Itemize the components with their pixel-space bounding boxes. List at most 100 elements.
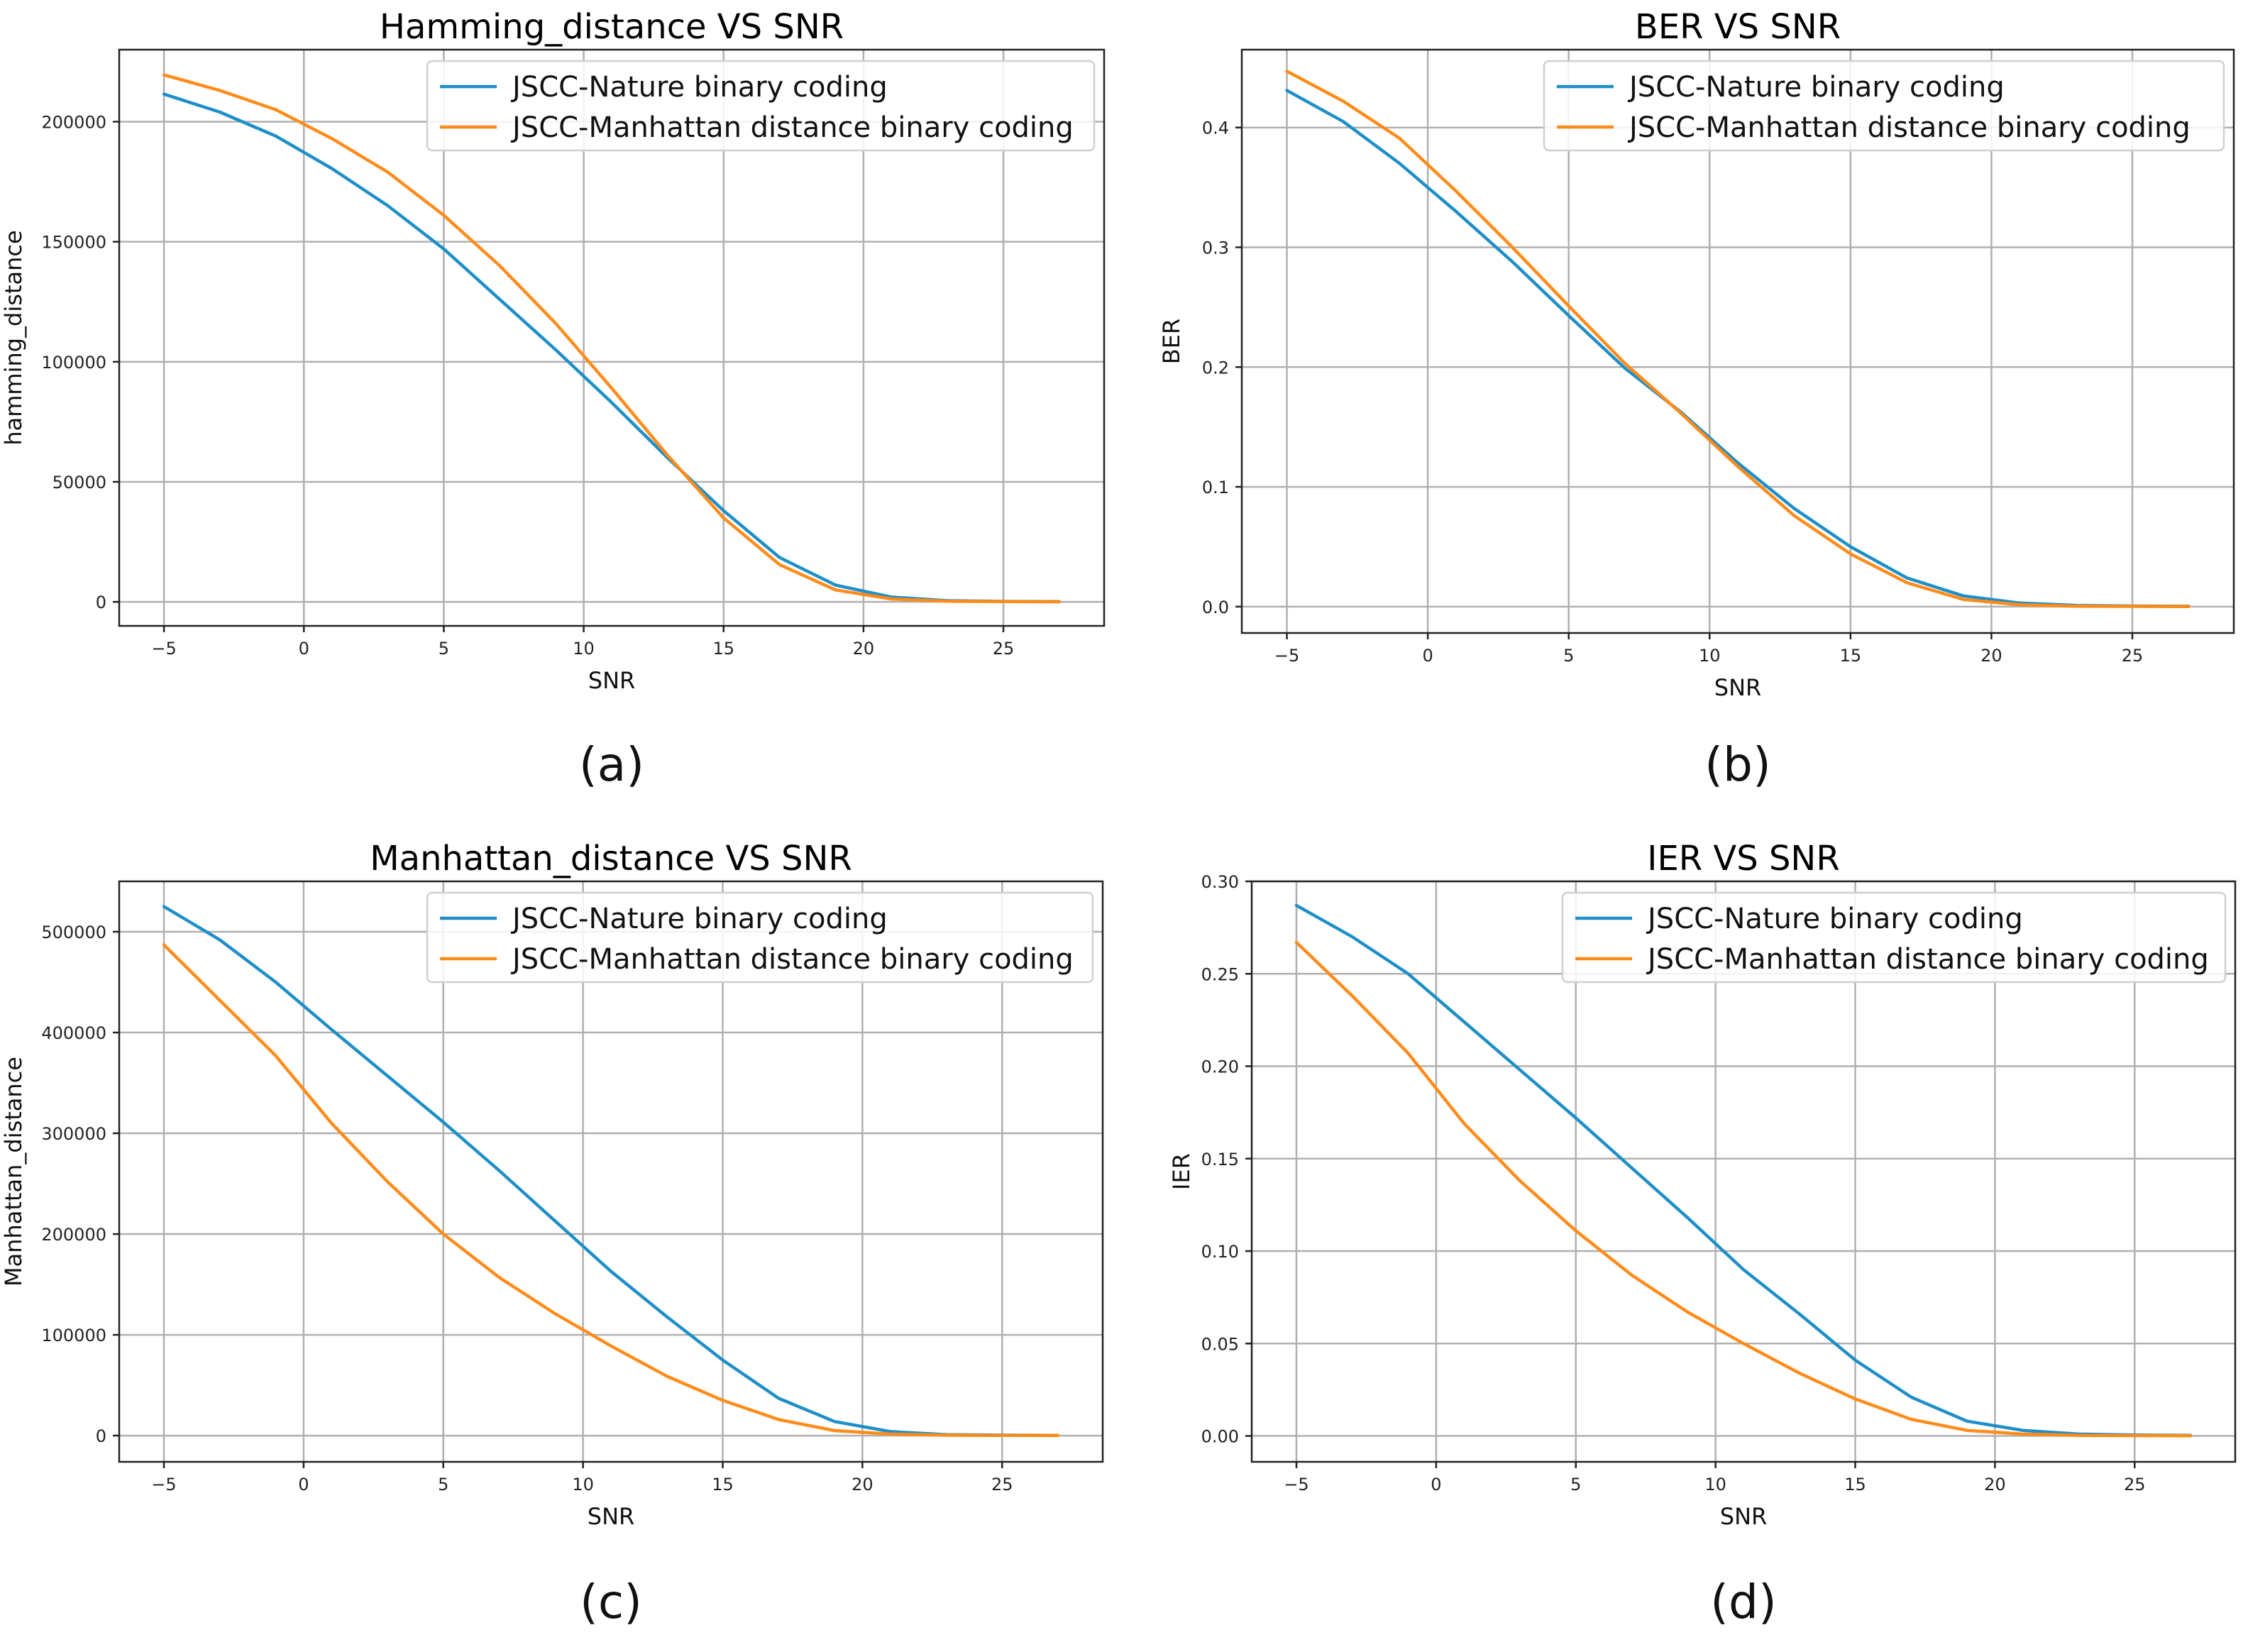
legend-box — [426, 891, 1094, 984]
y-tick-label: 200000 — [41, 113, 106, 133]
series-line-nature — [1294, 903, 2193, 1437]
x-tick-label: −5 — [151, 639, 176, 659]
x-axis-label: SNR — [1714, 674, 1761, 701]
x-tick-label: 25 — [2124, 1475, 2146, 1494]
x-tick-label: 25 — [993, 639, 1015, 659]
y-tick-label: 0.2 — [1202, 358, 1229, 378]
y-tick-label: 0.25 — [1201, 964, 1239, 984]
legend-label: JSCC-Manhattan distance binary coding — [510, 111, 1074, 144]
x-tick-label: 10 — [573, 639, 595, 659]
plot-frame — [118, 880, 1104, 1463]
x-tick-label: 5 — [439, 639, 449, 659]
y-tick-label: 0 — [96, 593, 106, 612]
y-tick-label: 500000 — [41, 923, 106, 942]
legend-label: JSCC-Manhattan distance binary coding — [1627, 111, 2191, 144]
y-tick-label: 0.20 — [1201, 1057, 1239, 1077]
x-tick-label: 15 — [712, 1475, 734, 1494]
series-line-manhattan — [1294, 940, 2193, 1438]
x-tick-label: 20 — [853, 639, 875, 659]
chart-title: BER VS SNR — [1635, 7, 1841, 47]
y-tick-label: 0.1 — [1202, 478, 1229, 497]
x-tick-label: 20 — [1984, 1475, 2006, 1494]
subfigure-caption: (b) — [1704, 737, 1770, 792]
chart-title: Hamming_distance VS SNR — [380, 7, 844, 47]
y-axis-label: Manhattan_distance — [0, 1057, 27, 1287]
x-tick-label: 5 — [1570, 1475, 1581, 1494]
y-tick-label: 0.00 — [1201, 1427, 1239, 1447]
y-tick-label: 50000 — [53, 473, 106, 492]
y-tick-label: 0.15 — [1201, 1150, 1239, 1169]
x-axis-label: SNR — [588, 1503, 634, 1530]
x-tick-label: 15 — [1844, 1475, 1866, 1494]
series-line-manhattan — [162, 73, 1062, 604]
legend-box — [426, 60, 1096, 152]
x-axis-label: SNR — [588, 667, 635, 694]
subfigure-caption: (d) — [1710, 1575, 1776, 1629]
legend-label: JSCC-Manhattan distance binary coding — [1646, 943, 2209, 976]
plot-frame — [1240, 48, 2235, 634]
y-tick-label: 0 — [96, 1426, 106, 1446]
y-tick-label: 0.30 — [1201, 872, 1239, 892]
y-tick-label: 0.05 — [1201, 1334, 1239, 1354]
chart-a: −5 0 5 10 15 20 25 0 50000 100000 150000 200000 Hamm… — [0, 7, 1106, 792]
legend-label: JSCC-Nature binary coding — [510, 71, 888, 104]
legend: JSCC-Nature binary coding JSCC-Manhattan … — [1561, 891, 2227, 984]
y-tick-label: 100000 — [41, 1326, 106, 1345]
subfigure-caption: (a) — [579, 737, 644, 792]
y-tick-label: 0.0 — [1202, 598, 1229, 617]
chart-title: Manhattan_distance VS SNR — [370, 839, 852, 879]
series-line-nature — [162, 92, 1062, 604]
chart-d: −5 0 5 10 15 20 25 0.00 0.05 0.10 0.15 0.20 0.25 0.30… — [1168, 839, 2237, 1629]
x-tick-label: 10 — [1704, 1475, 1726, 1494]
y-tick-label: 0.3 — [1202, 238, 1229, 258]
x-tick-label: 5 — [438, 1475, 448, 1494]
plot-frame — [1250, 880, 2237, 1463]
legend-box — [1543, 60, 2225, 152]
plot-frame — [118, 48, 1106, 627]
x-tick-label: 10 — [572, 1475, 594, 1494]
x-tick-label: 25 — [2122, 646, 2144, 666]
subfigure-caption: (c) — [580, 1575, 642, 1629]
series-line-manhattan — [1285, 70, 2191, 608]
y-tick-label: 300000 — [41, 1124, 106, 1144]
x-tick-label: 10 — [1699, 646, 1721, 666]
x-tick-label: 20 — [1980, 646, 2002, 666]
y-axis-label: hamming_distance — [0, 230, 27, 445]
chart-c: −5 0 5 10 15 20 25 0 100000 200000 300000 400000 500… — [0, 839, 1104, 1629]
legend-box — [1561, 891, 2227, 984]
y-tick-label: 100000 — [41, 353, 106, 373]
x-tick-label: 0 — [299, 639, 309, 659]
series-line-nature — [1285, 89, 2191, 608]
y-tick-label: 150000 — [41, 233, 106, 253]
x-tick-label: 20 — [852, 1475, 874, 1494]
y-tick-label: 0.10 — [1201, 1242, 1239, 1262]
y-axis-label: BER — [1158, 319, 1185, 364]
x-tick-label: −5 — [151, 1475, 176, 1494]
x-tick-label: 0 — [1431, 1475, 1441, 1494]
legend: JSCC-Nature binary coding JSCC-Manhattan … — [426, 60, 1096, 152]
legend-label: JSCC-Nature binary coding — [510, 903, 888, 935]
x-tick-label: 0 — [298, 1475, 309, 1494]
y-axis-label: IER — [1168, 1153, 1195, 1190]
x-axis-label: SNR — [1720, 1503, 1767, 1530]
legend: JSCC-Nature binary coding JSCC-Manhattan … — [426, 891, 1094, 984]
x-tick-label: 15 — [712, 639, 734, 659]
x-tick-label: −5 — [1274, 646, 1299, 666]
x-tick-label: 5 — [1563, 646, 1574, 666]
chart-b: −5 0 5 10 15 20 25 0.0 0.1 0.2 0.3 0.4 BER VS SNR SNR… — [1158, 7, 2235, 792]
legend-label: JSCC-Manhattan distance binary coding — [510, 943, 1074, 976]
x-tick-label: 0 — [1422, 646, 1433, 666]
series-line-nature — [162, 905, 1060, 1437]
x-tick-label: −5 — [1284, 1475, 1308, 1494]
legend-label: JSCC-Nature binary coding — [1646, 903, 2023, 935]
y-tick-label: 200000 — [41, 1225, 106, 1245]
x-tick-label: 15 — [1840, 646, 1862, 666]
y-tick-label: 400000 — [41, 1023, 106, 1043]
y-tick-label: 0.4 — [1202, 119, 1229, 138]
legend-label: JSCC-Nature binary coding — [1627, 71, 2005, 104]
x-tick-label: 25 — [991, 1475, 1013, 1494]
chart-title: IER VS SNR — [1647, 839, 1839, 879]
series-line-manhattan — [162, 943, 1060, 1438]
legend: JSCC-Nature binary coding JSCC-Manhattan … — [1543, 60, 2225, 152]
